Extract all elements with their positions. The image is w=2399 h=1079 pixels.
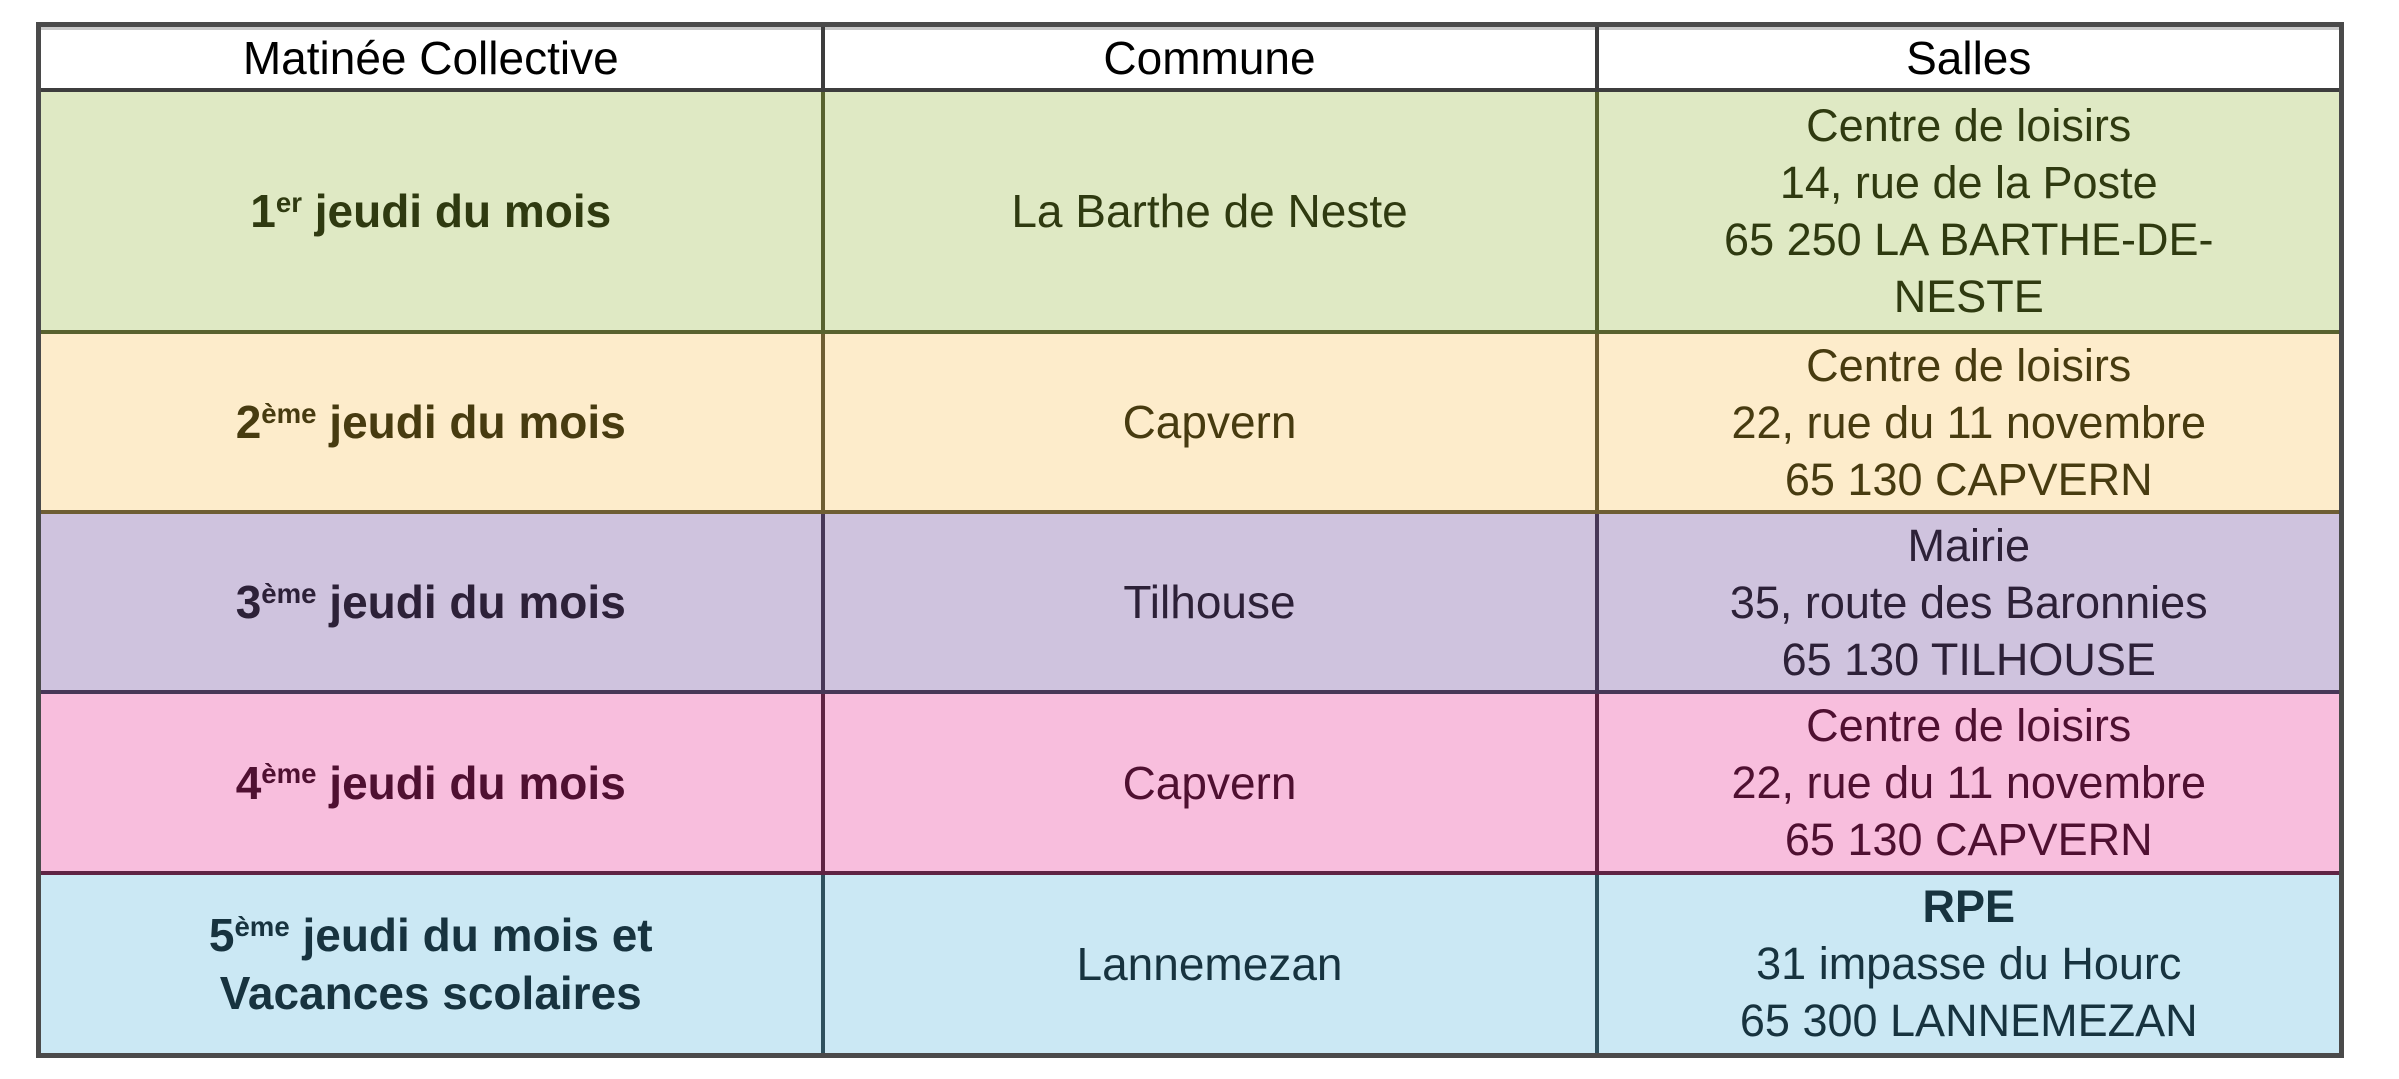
ordinal-suffix: er [275,186,302,218]
salles-cell: Mairie 35, route des Baronnies 65 130 TI… [1594,510,2344,694]
salle-venue: RPE [1922,881,2016,933]
salle-venue: Centre de loisirs [1806,100,2132,151]
salle-street: 22, rue du 11 novembre [1731,396,2206,448]
day-cell: 2ème jeudi du mois [36,330,825,514]
salles-cell: Centre de loisirs 14, rue de la Poste 65… [1594,88,2344,334]
table-row: 5ème jeudi du mois et Vacances scolaires… [36,871,2344,1057]
schedule-table: Matinée Collective Commune Salles 1er je… [36,22,2344,1058]
salles-cell: RPE 31 impasse du Hourc 65 300 LANNEMEZA… [1594,871,2344,1057]
salle-city: 65 250 LA BARTHE-DE- [1724,214,2214,265]
salle-city-wrap: NESTE [1893,271,2044,322]
salle-street: 35, route des Baronnies [1729,576,2208,628]
header-row: Matinée Collective Commune Salles [36,22,2344,92]
table-row: 4ème jeudi du mois Capvern Centre de loi… [36,690,2344,875]
salle-city: 65 300 LANNEMEZAN [1739,995,2198,1047]
document-page: Matinée Collective Commune Salles 1er je… [36,22,2344,1058]
ordinal-suffix: ème [261,577,317,609]
day-cell: 3ème jeudi du mois [36,510,825,694]
col-header-salles: Salles [1594,22,2344,92]
salles-cell: Centre de loisirs 22, rue du 11 novembre… [1594,690,2344,875]
salle-venue: Centre de loisirs [1806,339,2132,391]
day-line-1: 3ème jeudi du mois [235,576,626,628]
col-header-matinee-collective: Matinée Collective [36,22,825,92]
commune-cell: Lannemezan [820,871,1599,1057]
ordinal-suffix: ème [261,758,317,790]
day-line-1: 4ème jeudi du mois [235,756,626,809]
table-row: 1er jeudi du mois La Barthe de Neste Cen… [36,88,2344,334]
day-line-1: 5ème jeudi du mois et [208,908,653,961]
salle-street: 22, rue du 11 novembre [1731,757,2206,808]
table-row: 3ème jeudi du mois Tilhouse Mairie 35, r… [36,510,2344,694]
day-line-1: 2ème jeudi du mois [235,396,626,448]
table-row: 2ème jeudi du mois Capvern Centre de loi… [36,330,2344,514]
salle-venue: Centre de loisirs [1806,700,2132,751]
day-cell: 5ème jeudi du mois et Vacances scolaires [36,871,825,1057]
col-header-commune: Commune [820,22,1599,92]
salle-city: 65 130 CAPVERN [1784,814,2153,865]
commune-cell: Tilhouse [820,510,1599,694]
commune-cell: Capvern [820,330,1599,514]
day-cell: 1er jeudi du mois [36,88,825,334]
day-line-1: 1er jeudi du mois [250,185,612,237]
ordinal-suffix: ème [261,397,317,429]
salle-city: 65 130 TILHOUSE [1781,633,2156,685]
salle-street: 14, rue de la Poste [1779,157,2158,208]
day-cell: 4ème jeudi du mois [36,690,825,875]
day-line-2: Vacances scolaires [219,966,642,1019]
commune-cell: Capvern [820,690,1599,875]
salle-city: 65 130 CAPVERN [1784,453,2153,505]
salle-venue: Mairie [1907,519,2031,571]
commune-cell: La Barthe de Neste [820,88,1599,334]
salles-cell: Centre de loisirs 22, rue du 11 novembre… [1594,330,2344,514]
salle-street: 31 impasse du Hourc [1756,938,2182,990]
ordinal-suffix: ème [234,910,290,942]
